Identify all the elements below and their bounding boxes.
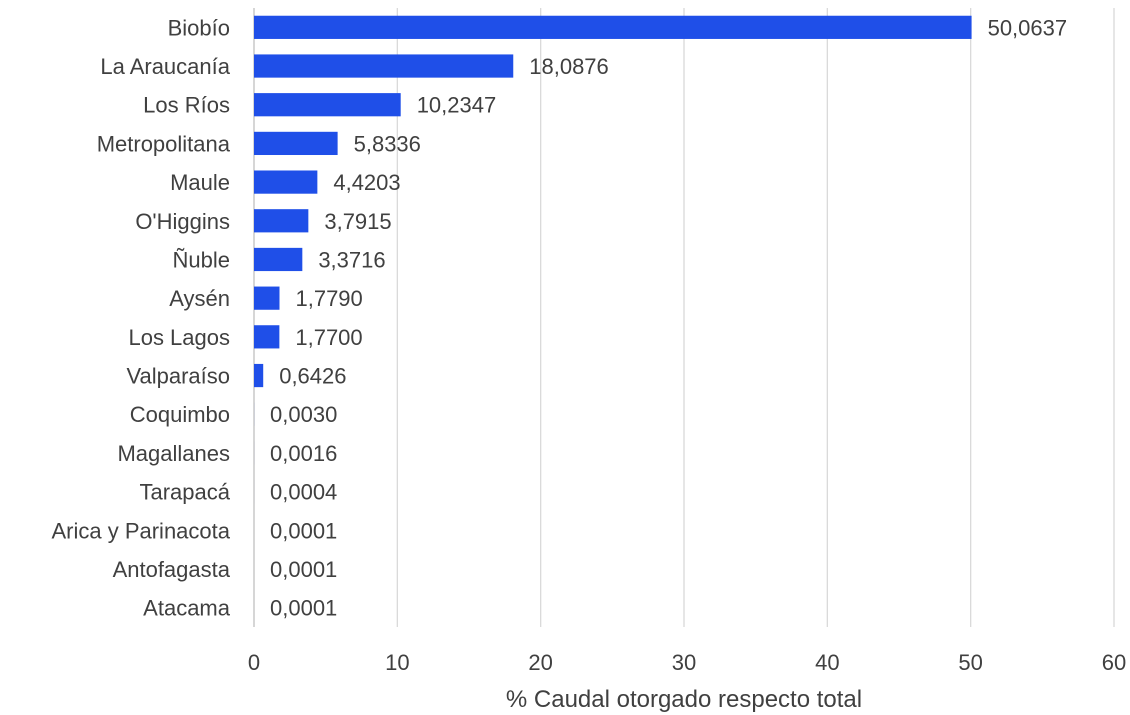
data-label: 1,7790	[295, 286, 362, 311]
bar	[254, 286, 280, 310]
x-tick-label: 20	[528, 650, 552, 675]
category-label: Atacama	[143, 596, 231, 621]
bar	[254, 15, 972, 39]
x-tick-label: 30	[672, 650, 696, 675]
data-label: 5,8336	[354, 131, 421, 156]
x-tick-labels: 0 10 20 30 40 50 60	[248, 650, 1126, 675]
category-label: Maule	[170, 170, 230, 195]
category-label: Antofagasta	[113, 557, 231, 582]
category-label: Metropolitana	[97, 131, 231, 156]
x-tick-label: 40	[815, 650, 839, 675]
category-label: Magallanes	[117, 441, 230, 466]
bar	[254, 363, 264, 388]
category-labels: Biobío La Araucanía Los Ríos Metropolitana M…	[51, 15, 230, 620]
category-label: Valparaíso	[126, 364, 230, 389]
bar	[254, 54, 514, 78]
category-label: O'Higgins	[135, 209, 230, 234]
category-label: Tarapacá	[139, 480, 230, 505]
bar	[254, 170, 318, 194]
x-tick-label: 10	[385, 650, 409, 675]
category-label: Los Lagos	[128, 325, 230, 350]
bars	[254, 15, 972, 620]
x-tick-label: 60	[1102, 650, 1126, 675]
bar	[254, 209, 309, 233]
bar	[254, 247, 303, 272]
data-label: 0,0004	[270, 480, 337, 505]
data-label: 4,4203	[333, 170, 400, 195]
x-tick-label: 0	[248, 650, 260, 675]
data-label: 0,0030	[270, 402, 337, 427]
category-label: Ñuble	[173, 247, 230, 272]
data-label: 3,7915	[324, 209, 391, 234]
category-label: Biobío	[168, 15, 230, 40]
category-label: Los Ríos	[143, 93, 230, 118]
data-label: 10,2347	[417, 93, 497, 118]
data-label: 0,0016	[270, 441, 337, 466]
category-label: Aysén	[169, 286, 230, 311]
category-label: Arica y Parinacota	[51, 518, 230, 543]
value-labels: 50,0637 18,0876 10,2347 5,8336 4,4203 3,7915 3…	[270, 15, 1067, 620]
category-label: La Araucanía	[100, 54, 230, 79]
data-label: 0,0001	[270, 518, 337, 543]
data-label: 1,7700	[295, 325, 362, 350]
data-label: 50,0637	[988, 15, 1068, 40]
data-label: 0,0001	[270, 557, 337, 582]
bar	[254, 131, 338, 156]
bar	[254, 325, 280, 349]
data-label: 18,0876	[529, 54, 609, 79]
x-axis-title: % Caudal otorgado respecto total	[506, 686, 862, 713]
data-label: 0,6426	[279, 364, 346, 389]
data-label: 0,0001	[270, 596, 337, 621]
bar	[254, 93, 401, 117]
x-tick-label: 50	[958, 650, 982, 675]
category-label: Coquimbo	[130, 402, 230, 427]
data-label: 3,3716	[318, 247, 385, 272]
